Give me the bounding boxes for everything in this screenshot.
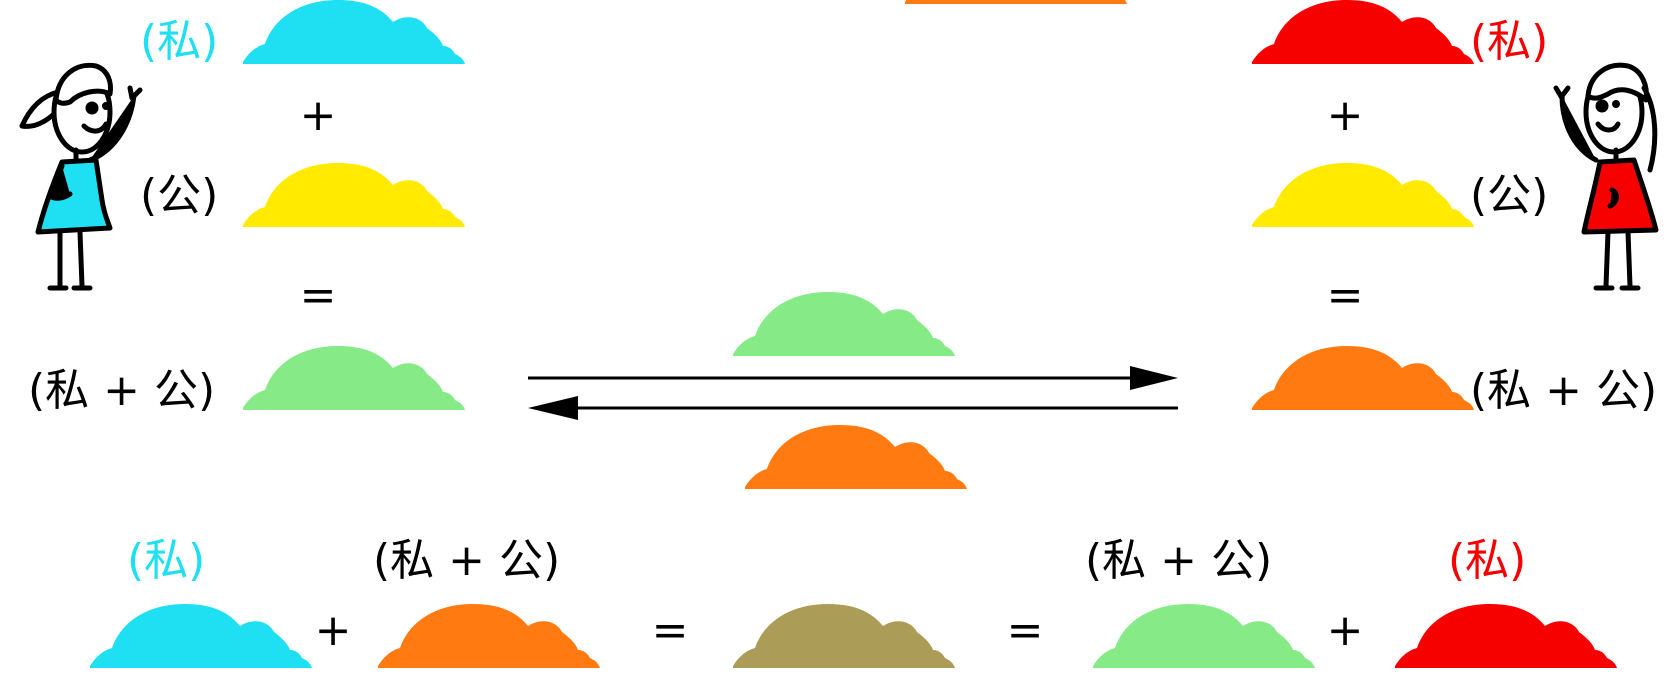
right-mixed-paint-blob: [1252, 346, 1474, 410]
paint-blob-top-partial: [905, 0, 1127, 4]
left-mixed-paint-blob: [243, 346, 465, 410]
right-arrow-icon: [528, 366, 1178, 390]
bottom-left-private-paint-blob: [90, 604, 312, 668]
right-public-label: (公): [1470, 170, 1548, 221]
bottom-right-private-paint-blob: [1395, 604, 1617, 668]
left-public-paint-blob: [243, 163, 465, 227]
left-mixed-label: (私 + 公): [28, 365, 215, 416]
left-public-label: (公): [140, 170, 218, 221]
left-arrow-icon: [528, 396, 1178, 420]
left-private-paint-blob: [243, 0, 465, 64]
right-plus-sign: +: [1327, 90, 1364, 141]
bottom-plus-sign-left: +: [315, 605, 352, 656]
left-plus-sign: +: [300, 90, 337, 141]
bottom-left-mixed-paint-blob: [1093, 604, 1315, 668]
right-public-paint-blob: [1252, 163, 1474, 227]
bottom-left-mixed-label: (私 + 公): [373, 535, 560, 586]
bottom-right-private-label: (私): [1448, 535, 1526, 586]
exchange-mixed-paint-blob-bottom: [745, 425, 967, 489]
left-person-icon: [19, 62, 143, 291]
bottom-left-private-label: (私): [127, 535, 205, 586]
shared-secret-paint-blob: [733, 604, 955, 668]
left-private-label: (私): [140, 16, 218, 67]
right-mixed-label: (私 + 公): [1470, 365, 1657, 416]
bottom-plus-sign-right: +: [1327, 605, 1364, 656]
bottom-right-mixed-paint-blob: [378, 604, 600, 668]
exchange-mixed-paint-blob-top: [733, 292, 955, 356]
right-private-paint-blob: [1252, 0, 1474, 64]
bottom-right-mixed-label: (私 + 公): [1085, 535, 1272, 586]
left-equals-sign: =: [300, 270, 337, 321]
bottom-equals-sign-left: =: [652, 605, 689, 656]
right-private-label: (私): [1470, 16, 1548, 67]
right-equals-sign: =: [1327, 270, 1364, 321]
bottom-equals-sign-right: =: [1007, 605, 1044, 656]
right-person-icon: [1553, 62, 1659, 291]
